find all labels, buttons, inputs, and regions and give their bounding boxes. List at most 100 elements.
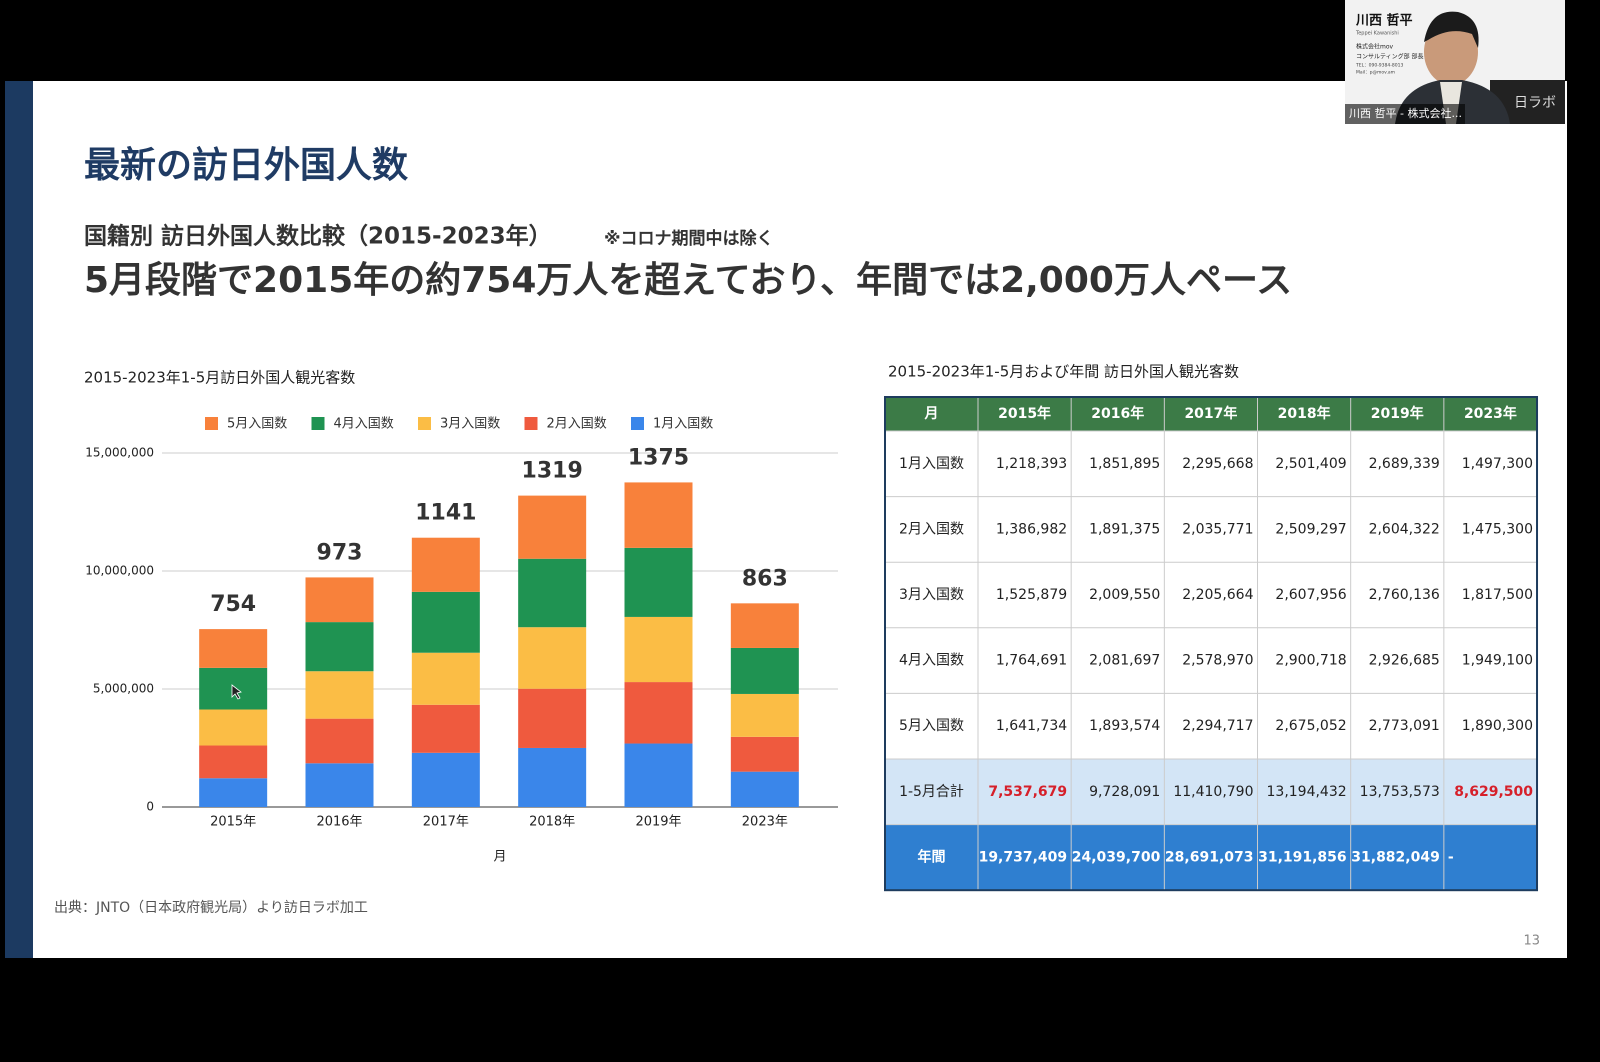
table-cell: 11,410,790 (1173, 784, 1253, 800)
table-cell: 1,475,300 (1462, 521, 1533, 537)
bar-segment (199, 778, 268, 807)
table-cell: 2,689,339 (1369, 456, 1440, 472)
table-row-label: 1-5月合計 (899, 784, 964, 800)
table-cell: 2,760,136 (1369, 587, 1440, 603)
table-cell: 1,817,500 (1462, 587, 1533, 603)
table-row-label: 2月入国数 (899, 521, 964, 537)
table-row-background (885, 496, 1538, 563)
x-tick-label: 2015年 (210, 815, 256, 830)
table-cell: 1,386,982 (996, 521, 1067, 537)
table-cell: 2,501,409 (1275, 456, 1346, 472)
bar-segment (624, 616, 693, 683)
table-row-background (885, 693, 1538, 759)
legend-label: 5月入国数 (227, 417, 287, 432)
x-tick-label: 2023年 (742, 815, 788, 830)
slide-note: ※コロナ期間中は除く (604, 228, 774, 249)
table-cell: 19,737,409 (979, 849, 1068, 865)
legend-swatch (205, 417, 218, 430)
y-tick-label: 5,000,000 (93, 682, 154, 696)
slide-headline: 5月段階で2015年の約754万人を超えており、年間では2,000万人ペース (84, 260, 1292, 301)
bar-total-label: 973 (317, 540, 363, 565)
participant-mail: Mail：p@mov.am (1356, 70, 1395, 76)
table-header-cell: 2015年 (998, 405, 1051, 422)
bar-segment (305, 671, 374, 719)
x-tick-label: 2019年 (635, 815, 681, 830)
x-tick-label: 2018年 (529, 815, 575, 830)
bar-segment (624, 743, 693, 807)
table-cell: 8,629,500 (1454, 784, 1533, 800)
table-cell: 28,691,073 (1165, 849, 1254, 865)
table-cell: 1,764,691 (996, 653, 1067, 669)
webcam-tile: 川西 哲平 Teppei Kawanishi 株式会社mov コンサルティング部… (1345, 0, 1565, 124)
table-cell: 2,035,771 (1182, 521, 1253, 537)
table-cell: 1,893,574 (1089, 718, 1160, 734)
legend-swatch (311, 417, 325, 430)
table-cell: 1,949,100 (1462, 653, 1533, 669)
table-cell: 2,900,718 (1275, 653, 1346, 669)
y-tick-label: 0 (146, 800, 154, 814)
slide-title: 最新の訪日外国人数 (84, 145, 408, 186)
chart: 0 5,000,000 10,000,000 15,000,000 5月入国数 4月入国数… (85, 417, 838, 830)
bar-segment (199, 745, 268, 779)
table-row-label: 1月入国数 (899, 456, 964, 472)
table-cell: 2,081,697 (1089, 653, 1160, 669)
table-cell: 13,753,573 (1360, 784, 1440, 800)
table-title: 2015-2023年1-5月および年間 訪日外国人観光客数 (888, 363, 1239, 381)
chart-title: 2015-2023年1-5月訪日外国人観光客数 (84, 369, 355, 387)
bar-segment (199, 629, 268, 668)
bar-segment (518, 688, 587, 748)
participant-romaji: Teppei Kawanishi (1355, 31, 1399, 37)
table-cell: 2,295,668 (1182, 456, 1253, 472)
bar-total-label: 754 (210, 592, 256, 617)
table-row-label: 4月入国数 (899, 653, 964, 669)
table-cell: 1,497,300 (1462, 456, 1533, 472)
table-cell: 1,525,879 (996, 587, 1067, 603)
page-number: 13 (1523, 934, 1540, 949)
table-row-background (885, 627, 1538, 694)
bar-segment (305, 577, 374, 623)
legend-swatch (418, 417, 431, 430)
legend-label: 4月入国数 (334, 417, 394, 432)
table-cell: 2,509,297 (1275, 521, 1346, 537)
table-cell: 31,882,049 (1351, 849, 1440, 865)
bar-segment (518, 558, 587, 628)
bar-segment (411, 752, 480, 807)
table-cell: - (1448, 849, 1454, 865)
bar-segment (730, 771, 799, 807)
table-header-cell: 月 (924, 406, 939, 422)
participant-name: 川西 哲平 (1355, 13, 1413, 29)
bar-segment (411, 591, 480, 653)
legend-label: 1月入国数 (653, 417, 713, 432)
bar-total-label: 863 (742, 566, 788, 591)
person-face (1424, 19, 1478, 85)
participant-tel: TEL：090-9384-8013 (1355, 63, 1403, 69)
bar-segment (411, 652, 480, 705)
table-header-cell: 2018年 (1278, 405, 1331, 422)
background-brand: 日ラボ (1514, 95, 1556, 111)
table-cell: 2,578,970 (1182, 653, 1253, 669)
bar-total-label: 1375 (628, 445, 689, 470)
bar-segment (518, 747, 587, 807)
bar-total-label: 1319 (522, 459, 583, 484)
table: 月 2015年 2016年 2017年 2018年 2019年 2023年 1月入国数 1,21… (884, 396, 1539, 892)
bar-segment (730, 693, 799, 737)
legend-label: 3月入国数 (440, 417, 500, 432)
source-note: 出典：JNTO（日本政府観光局）より訪日ラボ加工 (54, 899, 368, 916)
table-cell: 1,641,734 (996, 718, 1067, 734)
name-tag: 川西 哲平 - 株式会社... (1349, 106, 1462, 120)
y-tick-label: 15,000,000 (85, 446, 154, 460)
table-cell: 24,039,700 (1072, 849, 1161, 865)
table-row-label: 5月入国数 (899, 718, 964, 734)
table-header-cell: 2016年 (1091, 405, 1144, 422)
bar-segment (518, 495, 587, 559)
bar-segment (730, 736, 799, 772)
bar-segment (518, 627, 587, 689)
table-cell: 1,891,375 (1089, 521, 1160, 537)
table-cell: 2,607,956 (1275, 587, 1346, 603)
table-header-cell: 2017年 (1184, 405, 1237, 422)
x-axis-label: 月 (493, 850, 506, 865)
table-header-cell: 2019年 (1371, 405, 1424, 422)
table-cell: 31,191,856 (1258, 849, 1347, 865)
